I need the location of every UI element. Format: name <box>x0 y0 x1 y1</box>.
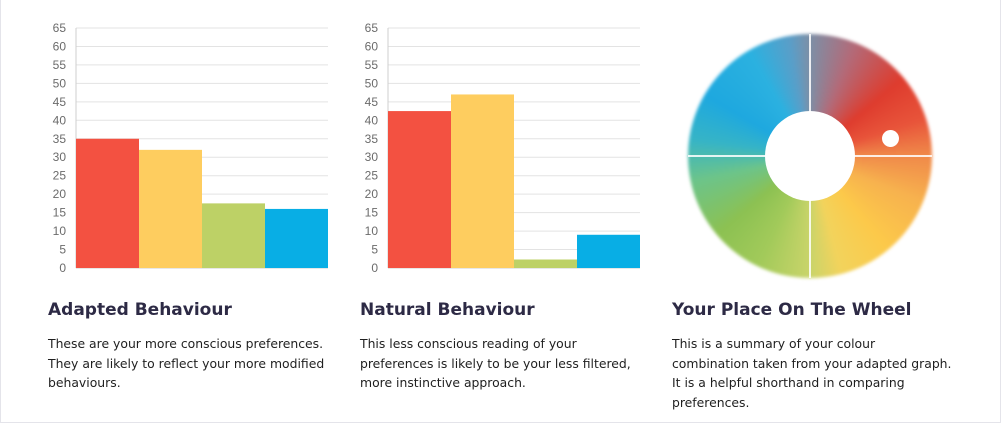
bar-green <box>514 259 577 268</box>
y-tick-label: 65 <box>53 21 67 35</box>
y-tick-label: 15 <box>53 206 67 220</box>
adapted-behaviour-chart: 0 5 10 15 20 25 30 35 40 45 50 55 60 65 <box>53 21 328 275</box>
wheel-position-marker <box>882 130 899 147</box>
bar-blue <box>265 208 328 268</box>
y-tick-label: 15 <box>365 206 379 220</box>
y-tick-label: 55 <box>53 58 67 72</box>
adapted-behaviour-title: Adapted Behaviour <box>48 300 232 320</box>
y-tick-label: 35 <box>365 132 379 146</box>
wheel-description: This is a summary of your colour combina… <box>672 336 952 410</box>
y-tick-label: 5 <box>371 243 378 257</box>
y-tick-label: 40 <box>365 113 379 127</box>
colour-wheel <box>688 34 932 278</box>
y-tick-label: 10 <box>53 224 67 238</box>
y-tick-label: 60 <box>53 39 67 53</box>
y-tick-label: 60 <box>365 39 379 53</box>
natural-behaviour-description: This less conscious reading of your pref… <box>360 336 631 391</box>
y-tick-label: 30 <box>365 150 379 164</box>
y-tick-label: 65 <box>365 21 379 35</box>
y-tick-label: 20 <box>53 187 67 201</box>
bar-yellow <box>139 149 202 268</box>
y-tick-label: 50 <box>53 76 67 90</box>
y-tick-label: 25 <box>365 169 379 183</box>
wheel-title: Your Place On The Wheel <box>672 300 912 320</box>
y-tick-label: 40 <box>53 113 67 127</box>
bar-yellow <box>451 94 514 268</box>
y-tick-label: 5 <box>59 243 66 257</box>
bar-green <box>202 203 265 268</box>
bar-red <box>76 138 139 268</box>
adapted-behaviour-description: These are your more conscious preference… <box>48 336 325 391</box>
y-tick-label: 55 <box>365 58 379 72</box>
y-tick-label: 30 <box>53 150 67 164</box>
colour-wheel-center <box>765 111 855 201</box>
y-tick-label: 35 <box>53 132 67 146</box>
bar-red <box>388 111 451 268</box>
y-tick-label: 0 <box>59 261 66 275</box>
y-tick-label: 10 <box>365 224 379 238</box>
y-tick-label: 25 <box>53 169 67 183</box>
natural-behaviour-title: Natural Behaviour <box>360 300 535 320</box>
y-tick-label: 50 <box>365 76 379 90</box>
y-tick-label: 45 <box>365 95 379 109</box>
y-tick-label: 0 <box>371 261 378 275</box>
y-tick-label: 20 <box>365 187 379 201</box>
bar-blue <box>577 234 640 268</box>
y-tick-label: 45 <box>53 95 67 109</box>
natural-behaviour-chart: 0 5 10 15 20 25 30 35 40 45 50 55 60 65 <box>365 21 640 275</box>
